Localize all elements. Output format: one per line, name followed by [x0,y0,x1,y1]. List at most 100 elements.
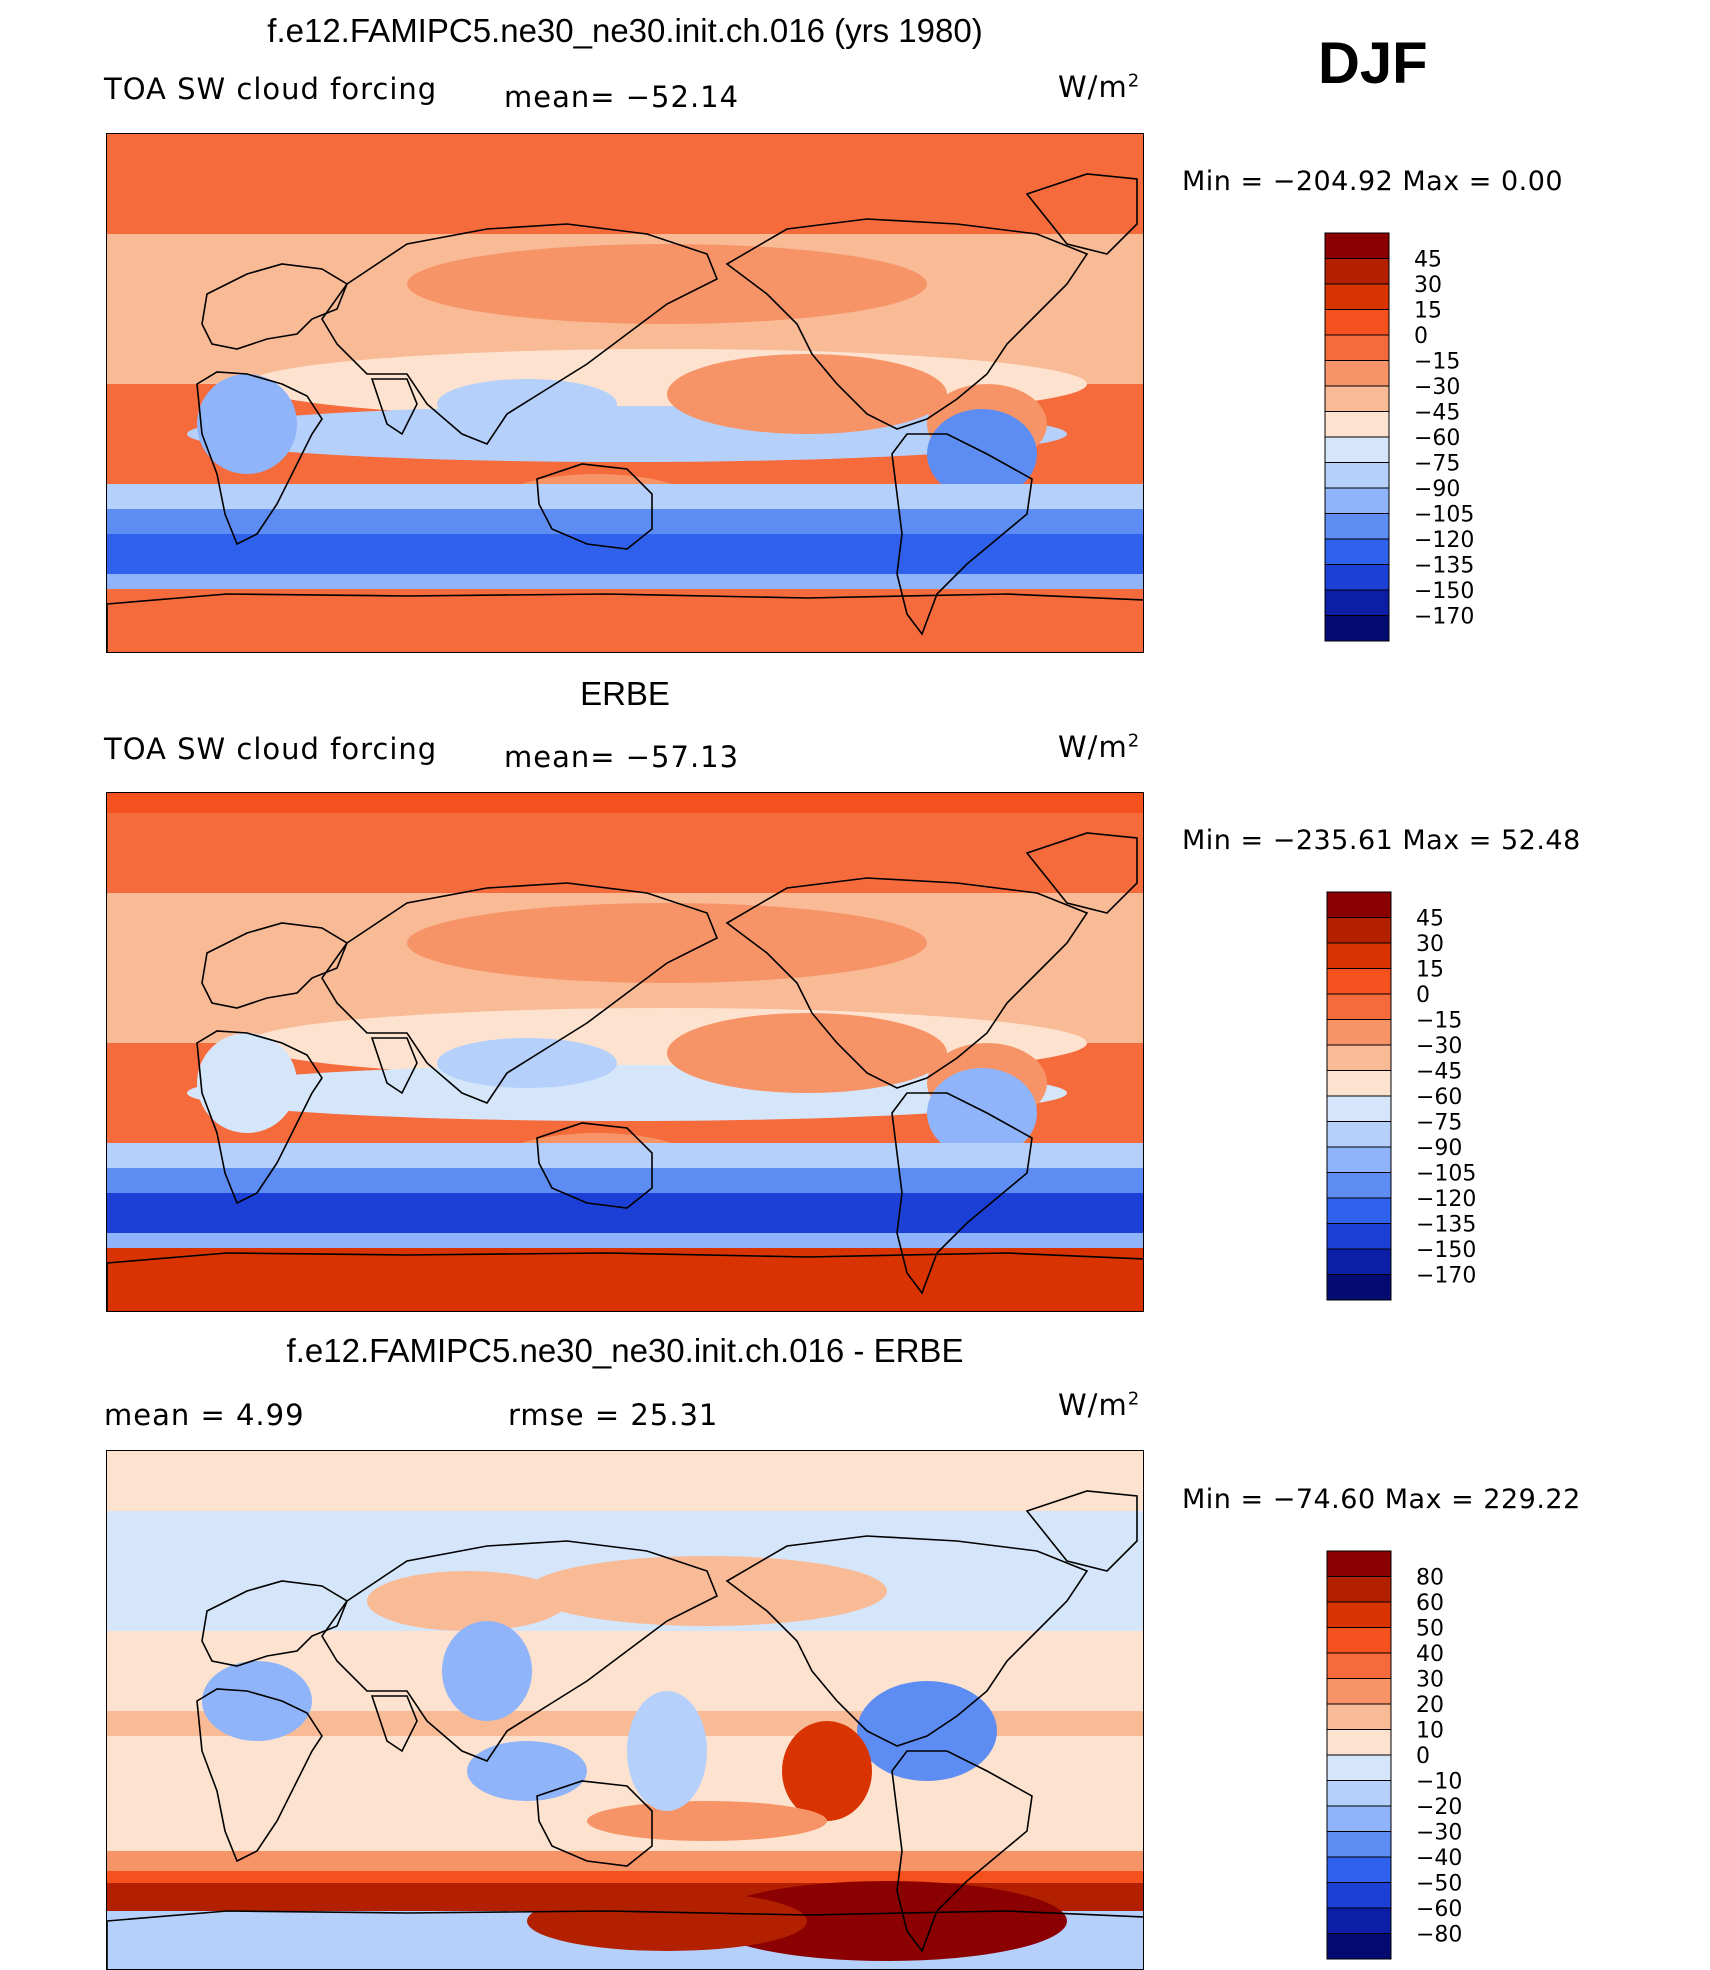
colorbar-level-label: 0 [1416,983,1430,1008]
colorbar-level-label: −75 [1414,452,1460,477]
colorbar-swatch [1326,1780,1392,1807]
field-region [587,1801,827,1841]
colorbar-swatch [1326,1882,1392,1909]
colorbar-swatch [1326,1146,1392,1173]
colorbar-level-label: 30 [1414,273,1442,298]
field-region [627,1691,707,1811]
colorbar-swatch [1326,1678,1392,1705]
panel-3-units-sup: 2 [1127,1388,1141,1410]
panel-2-map [106,792,1144,1312]
colorbar-level-label: 40 [1416,1642,1444,1667]
colorbar-swatch [1326,1223,1392,1250]
coastline [536,463,653,550]
colorbar-level-label: −15 [1414,350,1460,375]
colorbar-swatch [1324,589,1390,616]
colorbar-level-label: −105 [1414,503,1474,528]
colorbar-level-label: −60 [1416,1897,1462,1922]
colorbar-swatch [1324,258,1390,285]
field-region [667,354,947,434]
colorbar-level-label: 30 [1416,932,1444,957]
colorbar-swatch [1326,1095,1392,1122]
colorbar-level-label: 0 [1414,324,1428,349]
coastline [196,371,323,546]
field-region [437,1038,617,1088]
panel-1-colorbar: 45 30 15 0 −15 −30 −45 −60 −75 −90 −105 −120 −135 −15… [1324,232,1494,644]
colorbar-level-label: 20 [1416,1693,1444,1718]
field-band [107,793,1143,813]
colorbar-level-label: 15 [1414,299,1442,324]
coastline [370,1695,418,1753]
field-region [407,244,927,324]
field-region [927,1068,1037,1158]
field-region [197,374,297,474]
coastline [725,218,1089,430]
field-region [782,1721,872,1821]
colorbar-swatch [1326,1248,1392,1275]
coastline [1025,832,1138,914]
coastline [891,1750,1033,1953]
colorbar-level-label: −135 [1416,1213,1476,1238]
colorbar-level-label: −150 [1416,1238,1476,1263]
coastline [1025,1490,1138,1572]
colorbar-level-label: 80 [1416,1566,1444,1591]
colorbar-level-label: −120 [1414,528,1474,553]
field-band [107,1248,1143,1311]
panel-1-units-text: W/m [1058,70,1128,104]
colorbar-level-label: −75 [1416,1111,1462,1136]
panel-3-colorbar: 80 60 50 40 30 20 10 0 −10 −20 −30 −40 −50 −60 −80 [1326,1550,1496,1962]
field-region [202,1661,312,1741]
colorbar-swatch [1326,1652,1392,1679]
coastline [891,433,1033,636]
colorbar-swatch [1324,360,1390,387]
colorbar-level-label: −80 [1416,1923,1462,1948]
colorbar-swatch [1326,1601,1392,1628]
panel-1-map [106,133,1144,653]
coastline [201,922,348,1009]
colorbar-swatch [1324,538,1390,565]
colorbar-level-label: −45 [1414,401,1460,426]
coastline [107,1252,1143,1311]
coastline [725,1535,1089,1747]
colorbar-level-label: −60 [1414,426,1460,451]
coastline [201,1580,348,1667]
colorbar-swatch [1324,232,1390,259]
map-field-svg [107,793,1143,1311]
panel-2-colorbar: 45 30 15 0 −15 −30 −45 −60 −75 −90 −105 −120 −135 −15… [1326,891,1496,1303]
colorbar-swatch [1326,1703,1392,1730]
colorbar-swatch [1326,1070,1392,1097]
coastline [891,1092,1033,1295]
colorbar-level-label: −105 [1416,1162,1476,1187]
panel-3-title: f.e12.FAMIPC5.ne30_ne30.init.ch.016 - ER… [286,1332,964,1369]
colorbar-swatch [1324,436,1390,463]
coastline [201,263,348,350]
colorbar-swatch [1326,1805,1392,1832]
field-band [107,534,1143,579]
colorbar-swatch [1326,1856,1392,1883]
coastline [196,1688,323,1863]
field-band [107,1851,1143,1871]
colorbar-swatch [1324,411,1390,438]
colorbar-level-label: 60 [1416,1591,1444,1616]
field-band [107,589,1143,652]
panel-2-title: ERBE [580,675,670,712]
colorbar-swatch [1326,993,1392,1020]
colorbar-swatch [1324,334,1390,361]
colorbar-level-label: −45 [1416,1060,1462,1085]
colorbar-swatch [1326,942,1392,969]
panel-3-units: W/m2 [1058,1388,1140,1422]
map-field-svg [107,1451,1143,1969]
colorbar-level-label: −30 [1416,1821,1462,1846]
colorbar-swatch [1326,1831,1392,1858]
colorbar-level-label: 45 [1416,907,1444,932]
colorbar-swatch [1324,615,1390,642]
colorbar-level-label: 45 [1414,248,1442,273]
colorbar-swatch [1324,487,1390,514]
colorbar-swatch [1326,891,1392,918]
field-region [367,1571,567,1631]
panel-1-mean-label: mean= −52.14 [504,80,740,114]
coastline [196,1030,323,1205]
colorbar-level-label: 50 [1416,1617,1444,1642]
field-region [857,1681,997,1781]
panel-1-units-sup: 2 [1127,70,1141,92]
